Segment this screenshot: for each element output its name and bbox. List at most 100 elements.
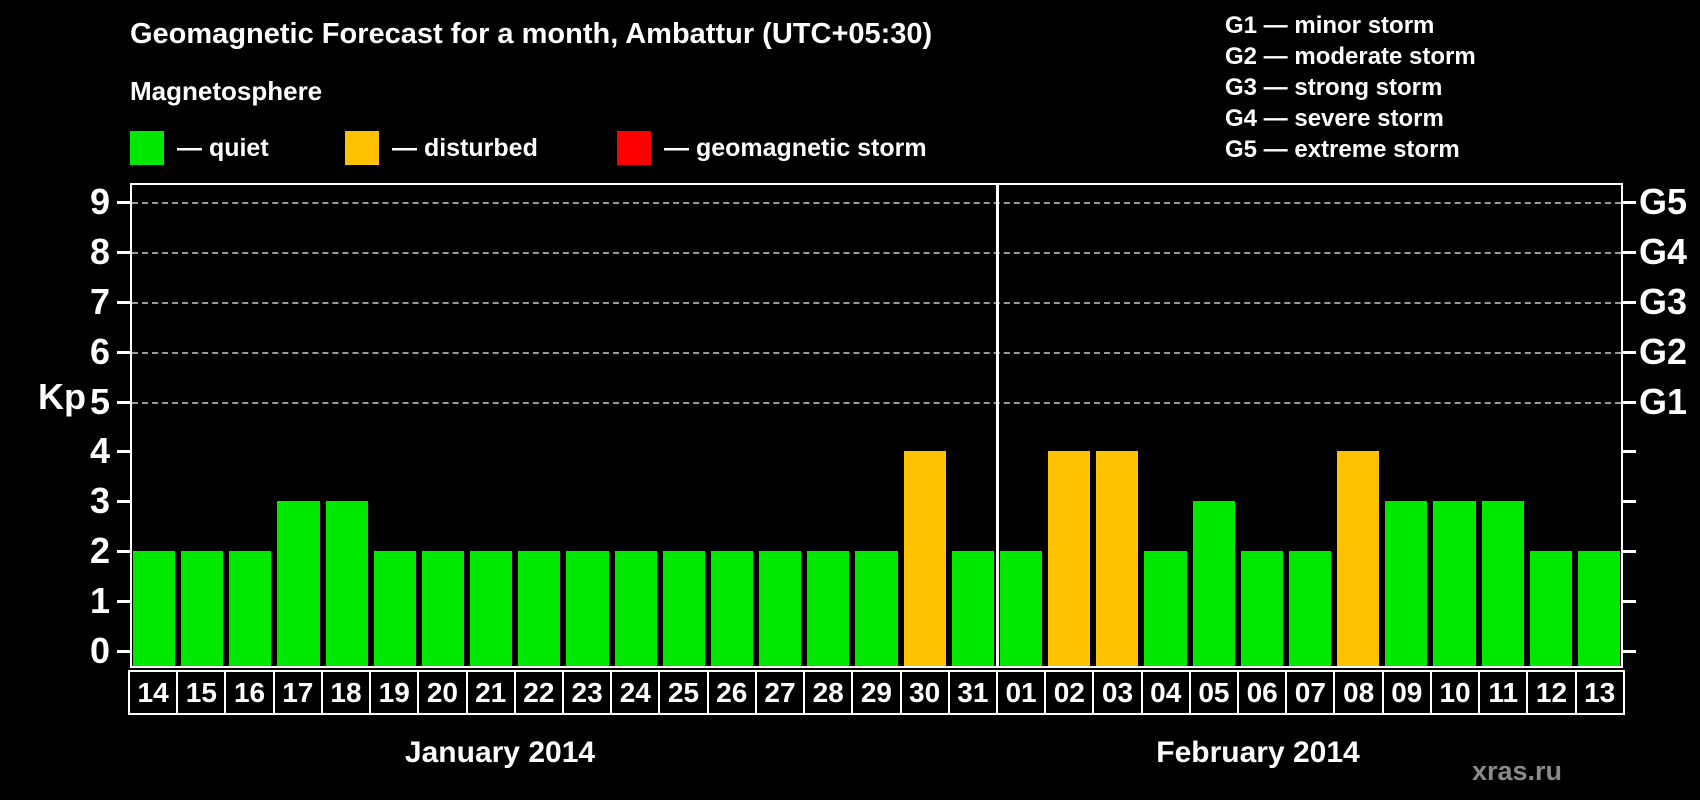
left-tick-8 [117,250,130,254]
day-label-31: 31 [947,670,998,715]
kp-bar-day-29 [855,551,898,666]
day-label-02: 02 [1044,670,1095,715]
kp-bar-day-06 [1240,551,1283,666]
day-label-30: 30 [899,670,950,715]
right-tick-3 [1623,500,1636,504]
g-legend-line-4: G4 — severe storm [1225,105,1444,132]
right-tick-5 [1623,400,1636,404]
day-label-10: 10 [1429,670,1481,715]
left-tick-3 [117,500,130,504]
day-label-24: 24 [610,670,661,715]
day-label-29: 29 [851,670,902,715]
legend-label-quiet: — quiet [177,133,269,162]
day-label-23: 23 [561,670,613,715]
day-label-22: 22 [513,670,564,715]
day-label-07: 07 [1285,670,1336,715]
legend-label-storm: — geomagnetic storm [664,133,927,162]
g-scale-legend: G1 — minor storm G2 — moderate storm G3 — … [1225,10,1476,165]
kp-bar-day-28 [807,551,850,666]
kp-bar-day-10 [1433,501,1476,666]
kp-bar-day-13 [1577,551,1620,666]
legend-item-disturbed: — disturbed [345,131,538,165]
right-axis-label-G2: G2 [1639,330,1688,372]
left-tick-4 [117,450,130,454]
day-label-27: 27 [754,670,806,715]
right-axis-label-G4: G4 [1639,230,1688,272]
day-label-19: 19 [369,670,420,715]
g-legend-line-5: G5 — extreme storm [1225,136,1460,163]
y-axis-title: Kp [38,376,86,417]
day-label-03: 03 [1092,670,1143,715]
kp-bar-day-08 [1337,451,1380,666]
g-legend-line-1: G1 — minor storm [1225,12,1435,39]
disturbed-color-swatch [345,131,379,165]
y-tick-label-6: 6 [89,330,110,372]
day-label-14: 14 [128,670,179,715]
day-label-16: 16 [224,670,275,715]
left-tick-0 [117,650,130,653]
plot-area: 0 1 2 3 4 5 6 7 8 9 G1 G2 G3 G4 G5 [90,183,1687,669]
day-label-21: 21 [465,670,516,715]
watermark: xras.ru [1471,756,1562,786]
g-legend-line-2: G2 — moderate storm [1225,43,1476,70]
left-tick-9 [117,200,130,204]
day-label-12: 12 [1526,670,1577,715]
day-label-08: 08 [1333,670,1384,715]
day-label-28: 28 [803,670,854,715]
day-label-01: 01 [995,670,1047,715]
y-tick-label-3: 3 [89,480,110,522]
right-tick-2 [1623,550,1636,554]
y-tick-label-4: 4 [89,430,110,472]
kp-bar-day-24 [614,551,657,666]
legend-item-storm: — geomagnetic storm [617,131,927,165]
month-label-january: January 2014 [404,736,596,769]
day-label-15: 15 [176,670,227,715]
gridline-kp7 [132,301,1621,304]
day-label-11: 11 [1478,670,1529,715]
y-tick-label-1: 1 [89,580,110,622]
left-tick-7 [117,300,130,304]
right-tick-6 [1623,350,1636,354]
right-tick-8 [1623,250,1636,254]
y-tick-label-8: 8 [89,230,110,272]
day-label-26: 26 [706,670,757,715]
month-label-february: February 2014 [1156,736,1360,769]
gridline-kp5 [132,401,1621,404]
day-label-04: 04 [1140,670,1191,715]
kp-bar-day-05 [1192,501,1235,666]
kp-bar-day-12 [1529,551,1572,666]
legend-item-quiet: — quiet [130,131,269,165]
right-tick-1 [1623,600,1636,604]
kp-bar-day-25 [662,551,705,666]
kp-bar-day-07 [1288,551,1332,666]
kp-bar-day-11 [1481,501,1524,666]
kp-bar-day-19 [373,551,416,666]
kp-bar-day-26 [710,551,754,666]
day-label-25: 25 [658,670,709,715]
kp-bar-day-01 [999,551,1043,666]
kp-bar-day-09 [1385,501,1428,666]
day-label-05: 05 [1188,670,1240,715]
kp-bar-day-17 [277,501,320,666]
kp-bar-day-23 [566,551,609,666]
right-tick-7 [1623,300,1636,304]
y-tick-label-7: 7 [89,280,110,322]
kp-bar-day-03 [1096,451,1139,666]
kp-bar-day-22 [518,551,561,666]
right-axis-label-G5: G5 [1639,180,1688,222]
storm-color-swatch [617,131,651,165]
left-tick-2 [117,550,130,554]
right-tick-9 [1623,200,1636,204]
left-tick-5 [117,400,130,404]
day-label-row: 14 15 16 17 18 19 20 21 22 23 24 25 26 27 28 29 30 31 01 02… [128,670,1625,715]
kp-bar-day-18 [325,501,368,666]
kp-bar-day-16 [229,551,272,666]
gridline-kp9 [132,201,1621,204]
y-tick-label-0: 0 [89,630,110,671]
day-label-09: 09 [1381,670,1432,715]
right-tick-0 [1623,650,1636,653]
day-label-20: 20 [417,670,468,715]
kp-bar-day-04 [1144,551,1187,666]
gridline-kp8 [132,251,1621,254]
